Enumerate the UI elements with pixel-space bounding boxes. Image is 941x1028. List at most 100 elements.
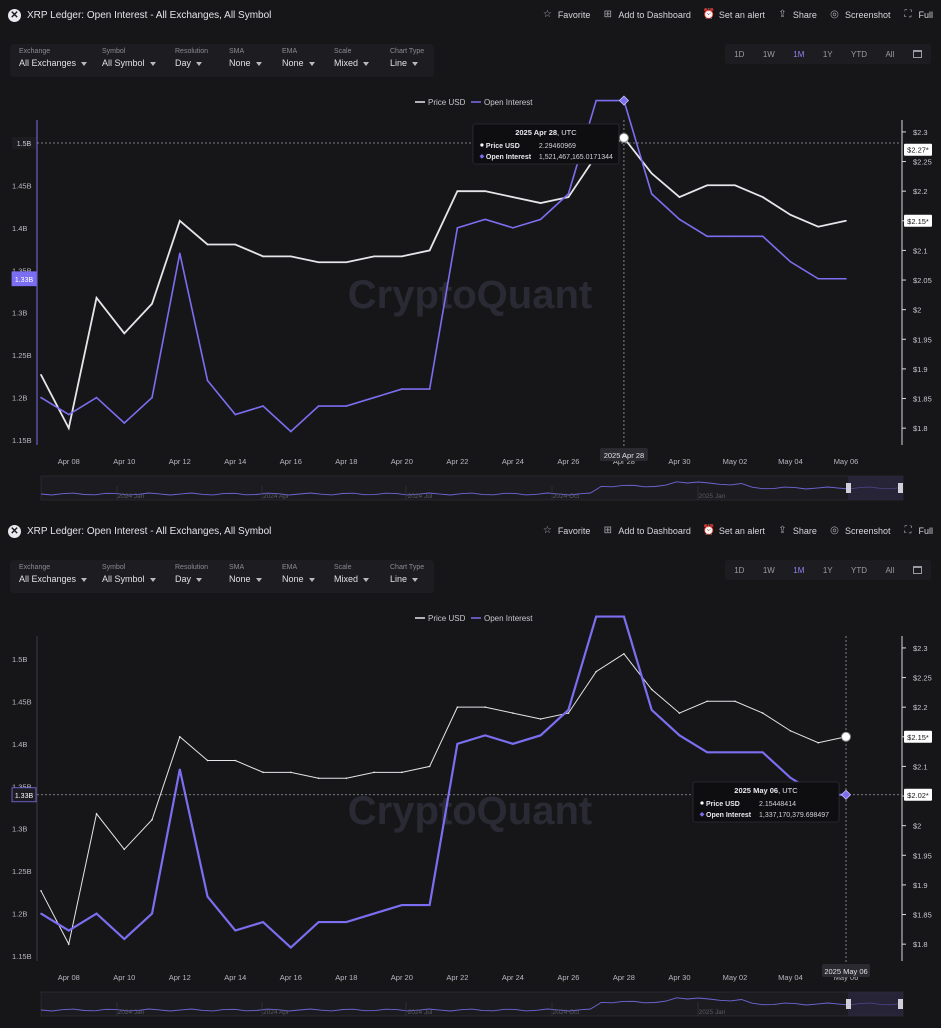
control-label: Scale [334, 48, 352, 55]
chart-svg[interactable]: Price USD Open Interest 1.15B 1.2B 1.25B 1.3B… [0, 90, 941, 512]
action-label: Full [918, 525, 933, 536]
control-value-text: Mixed [334, 58, 359, 68]
chevron-down-icon [149, 577, 156, 582]
hover-marker-oi [618, 95, 629, 106]
range-1y[interactable]: 1Y [822, 49, 833, 59]
share-button[interactable]: ⇪ Share [777, 9, 817, 20]
range-all[interactable]: All [885, 49, 895, 59]
oi-last-tag-text: 1.33B [15, 793, 34, 800]
close-icon[interactable]: ✕ [8, 9, 21, 22]
navigator-handle-right[interactable] [898, 483, 903, 493]
x-axis-tick: Apr 14 [224, 973, 246, 982]
control-sma[interactable]: SMA None [229, 48, 262, 68]
screenshot-button[interactable]: ◎ Screenshot [829, 525, 890, 536]
date-label-bg [599, 448, 648, 461]
full-button[interactable]: ⛶ Full [902, 9, 933, 20]
data-point-price [178, 219, 181, 222]
range-1d[interactable]: 1D [734, 565, 745, 575]
left-axis-tick: 1.35B [12, 266, 32, 275]
close-icon[interactable]: ✕ [8, 525, 21, 538]
range-1m[interactable]: 1M [793, 565, 805, 575]
chart-area: Price USD Open Interest 1.15B 1.2B 1.25B 1.3B… [0, 606, 941, 1028]
series-line-price [40, 136, 847, 431]
control-value: All Symbol [102, 574, 156, 584]
data-point-price [206, 759, 209, 762]
data-point-open-interest [206, 895, 209, 898]
range-ytd[interactable]: YTD [851, 565, 868, 575]
range-all[interactable]: All [885, 565, 895, 575]
control-chart-type[interactable]: Chart Type Line [390, 564, 424, 584]
chart-controls: Exchange All Exchanges Symbol All Symbol Res… [10, 44, 434, 77]
control-resolution[interactable]: Resolution Day [175, 564, 208, 584]
legend-label-oi: Open Interest [484, 614, 533, 623]
navigator-selection[interactable] [848, 992, 903, 1016]
control-symbol[interactable]: Symbol All Symbol [102, 564, 156, 584]
left-axis-tick: 1.15B [12, 952, 32, 961]
price-crosshair-tag-bg [904, 788, 932, 801]
control-exchange[interactable]: Exchange All Exchanges [19, 564, 88, 584]
data-point-open-interest [345, 405, 348, 407]
calendar-icon[interactable] [912, 50, 922, 58]
tooltip-price-label: Price USD [486, 143, 520, 150]
data-point-price [761, 196, 764, 198]
range-1w[interactable]: 1W [762, 49, 775, 59]
data-point-open-interest [650, 709, 653, 711]
navigator-label: 2024 Jan [118, 493, 145, 500]
alert-icon: ⏰ [702, 9, 716, 20]
right-axis-tick: $1.95 [913, 335, 932, 344]
share-button[interactable]: ⇪ Share [777, 525, 817, 536]
control-value-text: Line [390, 58, 408, 68]
oi-last-tag: 1.33B [11, 271, 37, 287]
left-axis-tick: 1.25B [12, 351, 32, 360]
calendar-icon[interactable] [912, 566, 922, 574]
price-last-tag-bg [904, 730, 932, 743]
data-point-open-interest [373, 912, 375, 915]
data-point-open-interest [512, 743, 514, 745]
control-sma[interactable]: SMA None [229, 564, 262, 584]
navigator[interactable]: 2024 Jan 2024 Apr 2024 Jul 2024 Oct 2025 Jan [40, 991, 904, 1017]
add-to-dashboard-button[interactable]: ⊞ Add to Dashboard [602, 525, 691, 536]
navigator-label: 2024 Jul [408, 493, 433, 500]
chart-svg[interactable]: Price USD Open Interest 1.15B 1.2B 1.25B 1.3B… [0, 606, 941, 1028]
range-1d[interactable]: 1D [734, 49, 745, 59]
price-crosshair-tag-text: $2.27* [907, 146, 929, 155]
full-button[interactable]: ⛶ Full [902, 525, 933, 536]
chevron-down-icon [308, 577, 315, 582]
range-1y[interactable]: 1Y [822, 565, 833, 575]
navigator-handle-right[interactable] [898, 999, 903, 1009]
hover-marker-price [841, 731, 851, 742]
x-axis-tick: Apr 24 [502, 973, 524, 982]
data-point-price [317, 261, 320, 264]
screenshot-button[interactable]: ◎ Screenshot [829, 9, 890, 20]
right-axis-tick: $1.8 [913, 424, 928, 433]
oi-last-tag-text: 1.33B [15, 277, 34, 284]
navigator-handle-left[interactable] [846, 999, 851, 1009]
favorite-button[interactable]: ☆ Favorite [542, 525, 591, 536]
control-ema[interactable]: EMA None [282, 564, 315, 584]
control-value-text: Line [390, 574, 408, 584]
favorite-button[interactable]: ☆ Favorite [542, 9, 591, 20]
data-point-open-interest [539, 218, 542, 221]
set-an-alert-button[interactable]: ⏰ Set an alert [703, 9, 765, 20]
control-value: None [282, 574, 315, 584]
control-scale[interactable]: Scale Mixed [334, 564, 370, 584]
range-1w[interactable]: 1W [762, 565, 775, 575]
navigator[interactable]: 2024 Jan 2024 Apr 2024 Jul 2024 Oct 2025 Jan [40, 475, 904, 501]
right-axis-tick: $2.3 [913, 128, 928, 137]
data-point-open-interest [817, 277, 820, 280]
control-exchange[interactable]: Exchange All Exchanges [19, 48, 88, 68]
action-label: Share [792, 9, 817, 20]
control-ema[interactable]: EMA None [282, 48, 315, 68]
set-an-alert-button[interactable]: ⏰ Set an alert [703, 525, 765, 536]
range-1m[interactable]: 1M [793, 49, 805, 59]
add-to-dashboard-button[interactable]: ⊞ Add to Dashboard [602, 9, 691, 20]
navigator-selection[interactable] [848, 476, 903, 500]
control-resolution[interactable]: Resolution Day [175, 48, 208, 68]
watermark: CryptoQuant [348, 273, 592, 317]
control-symbol[interactable]: Symbol All Symbol [102, 48, 156, 68]
range-ytd[interactable]: YTD [851, 49, 868, 59]
control-chart-type[interactable]: Chart Type Line [390, 48, 424, 68]
control-scale[interactable]: Scale Mixed [334, 48, 370, 68]
data-point-price [317, 777, 320, 780]
navigator-handle-left[interactable] [846, 483, 851, 493]
